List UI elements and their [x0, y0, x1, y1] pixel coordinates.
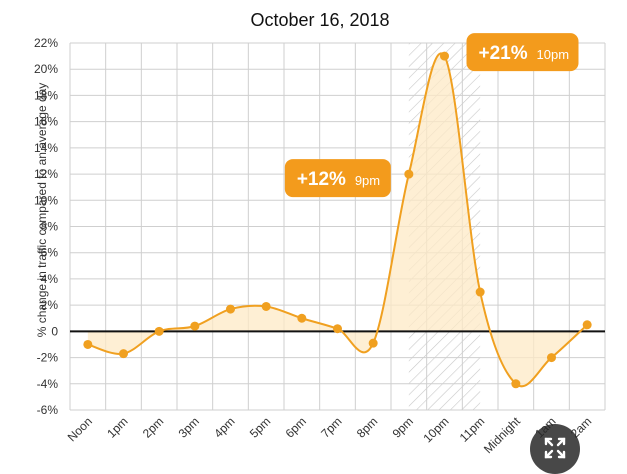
data-points	[83, 51, 592, 389]
x-tick-label: 9pm	[390, 414, 416, 440]
y-axis-label: % change in traffic compared to an avera…	[35, 83, 49, 338]
y-tick-label: 14%	[34, 141, 58, 155]
x-tick-label: 5pm	[247, 414, 273, 440]
x-tick-label: Noon	[65, 414, 95, 444]
data-point-8pm	[368, 338, 378, 348]
x-tick-labels: Noon 1pm 2pm 3pm 4pm 5pm 6pm 7pm 8pm 9pm 10pm 11pmM…	[65, 414, 595, 456]
expand-icon	[544, 437, 566, 459]
data-point-noon	[83, 339, 93, 349]
x-tick-label: 7pm	[318, 414, 344, 440]
chart-title: October 16, 2018	[250, 10, 389, 30]
y-tick-label: 18%	[34, 88, 58, 102]
x-tick-label: 4pm	[211, 414, 237, 440]
traffic-chart: October 16, 2018 % change in traffic com…	[34, 10, 606, 456]
series-area	[87, 53, 588, 387]
data-point-2am	[582, 320, 592, 330]
data-point-11pm	[475, 287, 485, 297]
data-point-10pm	[440, 51, 449, 61]
x-tick-label: 3pm	[176, 414, 202, 440]
y-tick-label: -4%	[37, 377, 59, 391]
callout-time: 9pm	[355, 173, 380, 188]
callout-value: +21%	[479, 43, 528, 64]
data-point-midnight	[511, 379, 521, 389]
y-tick-label: -2%	[37, 351, 59, 365]
callouts: +12% 9pm +21% 10pm	[284, 33, 579, 198]
data-point-6pm	[297, 313, 307, 323]
data-point-2pm	[154, 326, 164, 336]
callout-time: 10pm	[537, 47, 570, 62]
x-tick-label: 11pm	[457, 414, 488, 445]
data-point-5pm	[261, 301, 271, 311]
callout-box	[284, 159, 391, 198]
area-fill	[87, 53, 588, 387]
data-point-1pm	[119, 349, 128, 359]
y-tick-label: 0	[51, 324, 58, 338]
x-tick-label: 6pm	[283, 414, 309, 440]
x-tick-label: 8pm	[354, 414, 380, 440]
data-point-3pm	[190, 321, 200, 331]
data-point-7pm	[333, 324, 342, 334]
x-tick-label: Midnight	[481, 414, 523, 456]
y-tick-labels: -6% -4% -2% 0 2% 4% 6% 8% 10% 12% 14% 16% 18% 20% 22%	[34, 36, 58, 417]
y-tick-label: 22%	[34, 36, 58, 50]
y-tick-label: 20%	[34, 62, 58, 76]
y-tick-label: 4%	[41, 272, 59, 286]
callout-box	[466, 33, 579, 72]
callout-value: +12%	[297, 169, 346, 190]
callout-10pm: +21% 10pm	[466, 33, 579, 72]
callout-9pm: +12% 9pm	[284, 159, 391, 198]
expand-button[interactable]	[530, 424, 580, 474]
grid	[69, 42, 606, 411]
y-tick-label: 16%	[34, 115, 58, 129]
y-tick-label: -6%	[37, 403, 59, 417]
x-tick-label: 1pm	[104, 414, 130, 440]
x-tick-label: 10pm	[420, 414, 451, 445]
data-point-9pm	[404, 169, 414, 179]
y-tick-label: 10%	[34, 193, 58, 207]
y-tick-label: 12%	[34, 167, 58, 181]
data-point-4pm	[226, 304, 235, 314]
data-point-1am	[547, 353, 556, 363]
y-tick-label: 2%	[41, 298, 59, 312]
x-tick-label: 2pm	[140, 414, 166, 440]
y-tick-label: 8%	[41, 220, 59, 234]
y-tick-label: 6%	[41, 246, 59, 260]
